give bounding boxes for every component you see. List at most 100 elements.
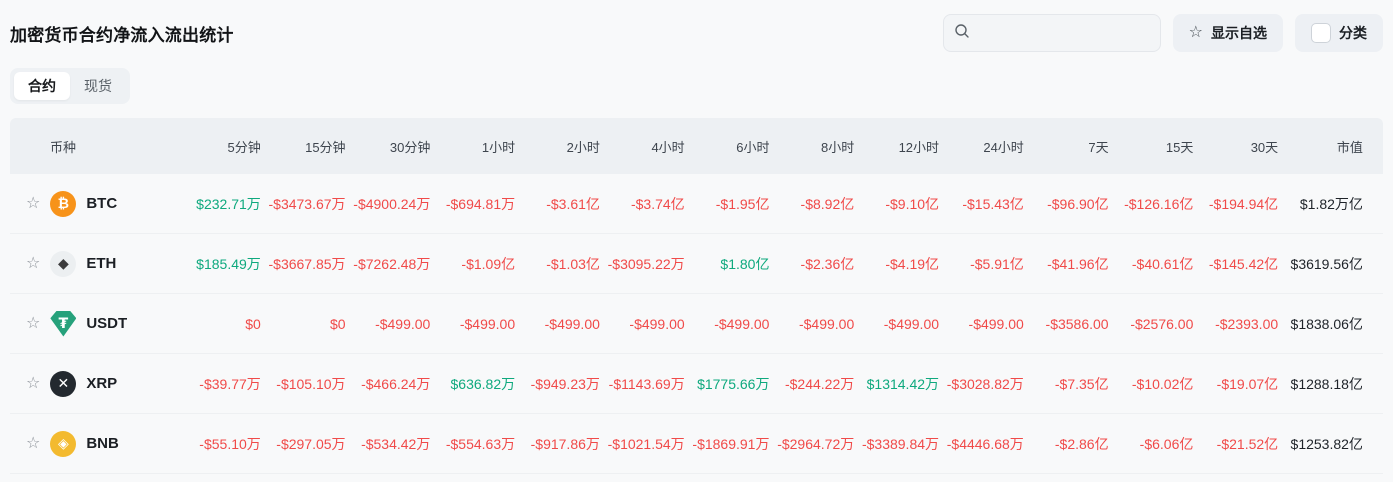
- value-cell: -$1.95亿: [715, 195, 770, 212]
- column-header[interactable]: 2小时: [566, 139, 600, 155]
- value-cell: -$499.00: [459, 315, 516, 332]
- value-cell: -$39.77万: [199, 375, 261, 392]
- table-row[interactable]: ☆ ✕ XRP -$39.77万 -$105.10万 -$466.24万 $636.8…: [10, 354, 1383, 414]
- favorite-star-icon[interactable]: ☆: [26, 194, 41, 212]
- coin-cell: ☆ ◈ BNB: [26, 430, 176, 457]
- table-body: ☆ ₿ BTC $232.71万 -$3473.67万 -$4900.24万 -$69…: [10, 174, 1383, 474]
- search-input[interactable]: [975, 25, 1152, 41]
- value-cell: -$3028.82万: [946, 375, 1024, 392]
- column-header[interactable]: 12小时: [898, 139, 940, 155]
- column-header[interactable]: 15分钟: [305, 139, 346, 155]
- value-cell: -$9.10亿: [885, 195, 940, 212]
- value-cell: -$3667.85万: [268, 255, 346, 272]
- value-cell: -$194.94亿: [1208, 195, 1279, 212]
- value-cell: -$6.06亿: [1139, 435, 1194, 452]
- search-icon: [954, 23, 970, 44]
- value-cell: -$55.10万: [199, 435, 261, 452]
- value-cell: $1314.42万: [866, 375, 940, 392]
- search-box[interactable]: [942, 14, 1161, 52]
- value-cell: -$96.90亿: [1047, 195, 1109, 212]
- favorite-star-icon[interactable]: ☆: [26, 314, 41, 332]
- netflow-table: 币种 5分钟 15分钟 30分钟 1小时 2小时 4小时 6小时 8小时 12小时 24小时 7天 15…: [10, 118, 1383, 474]
- tab-1[interactable]: 现货: [84, 78, 112, 94]
- coin-symbol: BNB: [86, 435, 119, 452]
- top-bar: 加密货币合约净流入流出统计 ☆ 显示自选 分类: [10, 14, 1383, 52]
- coin-symbol: BTC: [86, 195, 118, 212]
- column-header[interactable]: 30分钟: [389, 139, 431, 155]
- value-cell: $185.49万: [196, 255, 261, 272]
- value-cell: -$499.00: [883, 315, 940, 332]
- column-header[interactable]: 币种: [50, 139, 77, 155]
- value-cell: -$3.61亿: [546, 195, 600, 212]
- table-row[interactable]: ☆ ◈ BNB -$55.10万 -$297.05万 -$534.42万 -$554.…: [10, 414, 1383, 474]
- value-cell: -$1869.91万: [692, 435, 770, 452]
- value-cell: -$40.61亿: [1131, 255, 1194, 272]
- value-cell: -$15.43亿: [962, 195, 1024, 212]
- value-cell: -$499.00: [544, 315, 600, 332]
- value-cell: -$949.23万: [530, 375, 600, 392]
- value-cell: -$4.19亿: [885, 255, 940, 272]
- value-cell: -$917.86万: [530, 435, 600, 452]
- column-header[interactable]: 8小时: [821, 139, 855, 155]
- value-cell: -$499.00: [629, 315, 685, 332]
- coin-icon: ◈: [50, 430, 77, 457]
- show-favorites-button[interactable]: ☆ 显示自选: [1172, 14, 1283, 52]
- column-header[interactable]: 24小时: [983, 139, 1024, 155]
- value-cell: -$19.07亿: [1216, 375, 1279, 392]
- value-cell: -$3389.84万: [861, 435, 940, 452]
- column-header[interactable]: 1小时: [481, 139, 516, 155]
- column-header[interactable]: 30天: [1250, 139, 1279, 155]
- coin-icon: ₿: [50, 190, 77, 217]
- coin-symbol: XRP: [86, 375, 118, 392]
- value-cell: -$126.16亿: [1124, 195, 1194, 212]
- page-title: 加密货币合约净流入流出统计: [10, 25, 234, 45]
- value-cell: -$499.00: [714, 315, 770, 332]
- coin-symbol: ETH: [86, 255, 117, 272]
- category-button[interactable]: 分类: [1295, 14, 1383, 52]
- column-header[interactable]: 6小时: [736, 139, 770, 155]
- value-cell: -$499.00: [375, 315, 431, 332]
- coin-cell: ☆ ✕ XRP: [26, 370, 176, 397]
- table-row[interactable]: ☆ ₮ USDT $0 $0 -$499.00 -$499.00 -$499.00 -$4…: [10, 294, 1383, 354]
- value-cell: -$466.24万: [361, 375, 431, 392]
- star-outline-icon: ☆: [1188, 24, 1203, 41]
- category-checkbox[interactable]: [1311, 23, 1331, 43]
- value-cell: $232.71万: [196, 195, 261, 212]
- value-cell: -$2576.00: [1130, 315, 1194, 332]
- value-cell: -$3586.00: [1045, 315, 1109, 332]
- favorite-star-icon[interactable]: ☆: [26, 374, 41, 392]
- value-cell: -$1143.69万: [608, 375, 685, 392]
- table-row[interactable]: ☆ ₿ BTC $232.71万 -$3473.67万 -$4900.24万 -$69…: [10, 174, 1383, 234]
- value-cell: -$3095.22万: [607, 255, 685, 272]
- column-header[interactable]: 5分钟: [227, 139, 261, 155]
- value-cell: -$41.96亿: [1047, 255, 1109, 272]
- value-cell: -$2.36亿: [800, 255, 855, 272]
- value-cell: -$3.74亿: [630, 195, 685, 212]
- coin-icon: ◆: [50, 250, 77, 277]
- column-header[interactable]: 4小时: [651, 139, 685, 155]
- favorite-star-icon[interactable]: ☆: [26, 254, 41, 272]
- table-row[interactable]: ☆ ◆ ETH $185.49万 -$3667.85万 -$7262.48万 -$1.…: [10, 234, 1383, 294]
- value-cell: -$2393.00: [1215, 315, 1279, 332]
- column-header[interactable]: 15天: [1165, 139, 1194, 155]
- value-cell: -$554.63万: [445, 435, 516, 452]
- value-cell: -$7.35亿: [1054, 375, 1109, 392]
- coin-icon: ₮: [50, 310, 77, 337]
- value-cell: $1.80亿: [720, 255, 770, 272]
- coin-cell: ☆ ◆ ETH: [26, 250, 176, 277]
- tab-0[interactable]: 合约: [14, 72, 70, 100]
- show-favorites-label: 显示自选: [1211, 25, 1267, 41]
- favorite-star-icon[interactable]: ☆: [26, 434, 41, 452]
- value-cell: -$499.00: [968, 315, 1024, 332]
- column-header[interactable]: 市值: [1336, 139, 1363, 155]
- value-cell: -$10.02亿: [1131, 375, 1194, 392]
- value-cell: -$244.22万: [784, 375, 855, 392]
- value-cell: -$1.09亿: [461, 255, 516, 272]
- value-cell: $0: [329, 315, 346, 332]
- column-header[interactable]: 7天: [1088, 139, 1109, 155]
- value-cell: -$4446.68万: [946, 435, 1024, 452]
- coin-symbol: USDT: [86, 315, 128, 332]
- coin-cell: ☆ ₮ USDT: [26, 310, 176, 337]
- market-cap-cell: $3619.56亿: [1290, 255, 1363, 272]
